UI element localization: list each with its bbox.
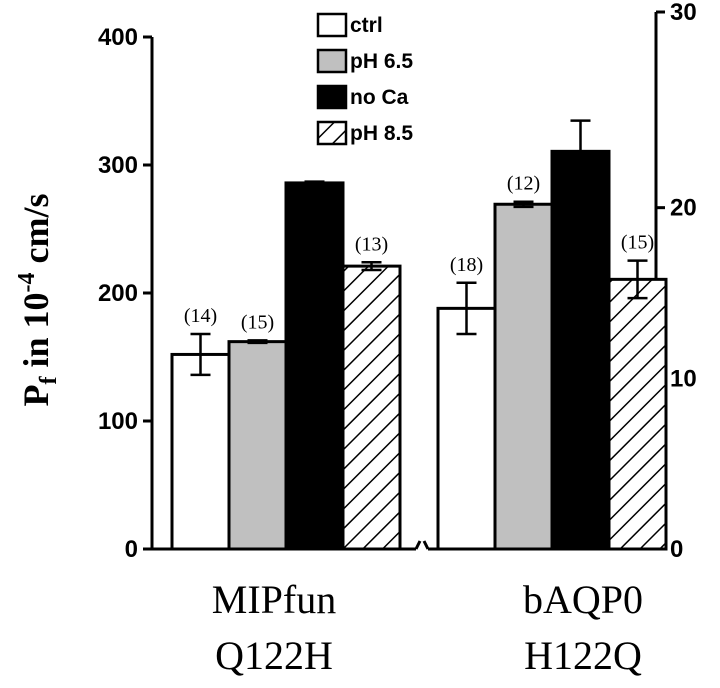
group-label-line2: H122Q bbox=[524, 633, 642, 678]
y-label-main: P bbox=[16, 385, 56, 407]
sample-size-label: (14) bbox=[184, 305, 217, 327]
y-axis-label-text: Pf in 10-4 cm/s bbox=[14, 193, 62, 406]
axis-break-mark bbox=[422, 540, 430, 550]
left-axis-tick-label: 200 bbox=[98, 280, 138, 307]
legend-swatch bbox=[316, 84, 348, 110]
bar-mipfun-2 bbox=[284, 181, 345, 551]
group-label-line1: MIPfun bbox=[212, 577, 336, 622]
legend-label: pH 8.5 bbox=[350, 122, 413, 145]
y-axis-label: Pf in 10-4 cm/s bbox=[14, 193, 62, 406]
y-label-subscript: f bbox=[36, 376, 62, 385]
right-axis-tick-label: 0 bbox=[670, 536, 683, 563]
legend-swatch bbox=[316, 120, 348, 146]
legend-label: ctrl bbox=[350, 14, 383, 37]
group-labels: MIPfun Q122H bAQP0 H122Q bbox=[212, 577, 643, 678]
bar-baqp0-0 bbox=[436, 306, 497, 551]
left-axis-tick-label: 0 bbox=[125, 536, 138, 563]
sample-size-label: (12) bbox=[507, 173, 540, 195]
bar-baqp0-3 bbox=[607, 277, 668, 551]
group-label-line2: Q122H bbox=[215, 633, 333, 678]
legend-label: pH 6.5 bbox=[350, 50, 413, 73]
sample-size-label: (15) bbox=[621, 232, 654, 254]
bar-baqp0-1 bbox=[493, 202, 554, 551]
legend-swatch bbox=[316, 48, 348, 74]
y-label-end: cm/s bbox=[16, 193, 56, 272]
sample-size-label: (18) bbox=[450, 254, 483, 276]
legend: ctrl pH 6.5 no Ca pH 8.5 bbox=[316, 12, 413, 146]
right-axis-tick-label: 30 bbox=[670, 0, 697, 26]
bar-mipfun-1 bbox=[227, 340, 288, 551]
group-label-line1: bAQP0 bbox=[523, 577, 643, 622]
axis-break-mark bbox=[414, 540, 422, 550]
left-axis-tick-label: 300 bbox=[98, 152, 138, 179]
left-axis-tick-label: 100 bbox=[98, 408, 138, 435]
sample-size-label: (15) bbox=[241, 311, 274, 333]
bar-baqp0-2 bbox=[550, 149, 611, 551]
right-axis-tick-label: 20 bbox=[670, 195, 697, 222]
left-axis-tick-label: 400 bbox=[98, 24, 138, 51]
bar-mipfun-0 bbox=[170, 352, 231, 551]
bars bbox=[170, 119, 668, 551]
legend-label: no Ca bbox=[350, 86, 409, 109]
sample-size-labels: (14) (15) (13) (18) (12) (15) bbox=[184, 173, 654, 334]
sample-size-label: (13) bbox=[355, 233, 388, 255]
bar-mipfun-3 bbox=[341, 264, 402, 551]
y-label-mid: in 10 bbox=[16, 292, 56, 376]
right-axis-tick-label: 10 bbox=[670, 365, 697, 392]
y-label-superscript: -4 bbox=[14, 272, 40, 292]
legend-swatch bbox=[316, 12, 348, 38]
